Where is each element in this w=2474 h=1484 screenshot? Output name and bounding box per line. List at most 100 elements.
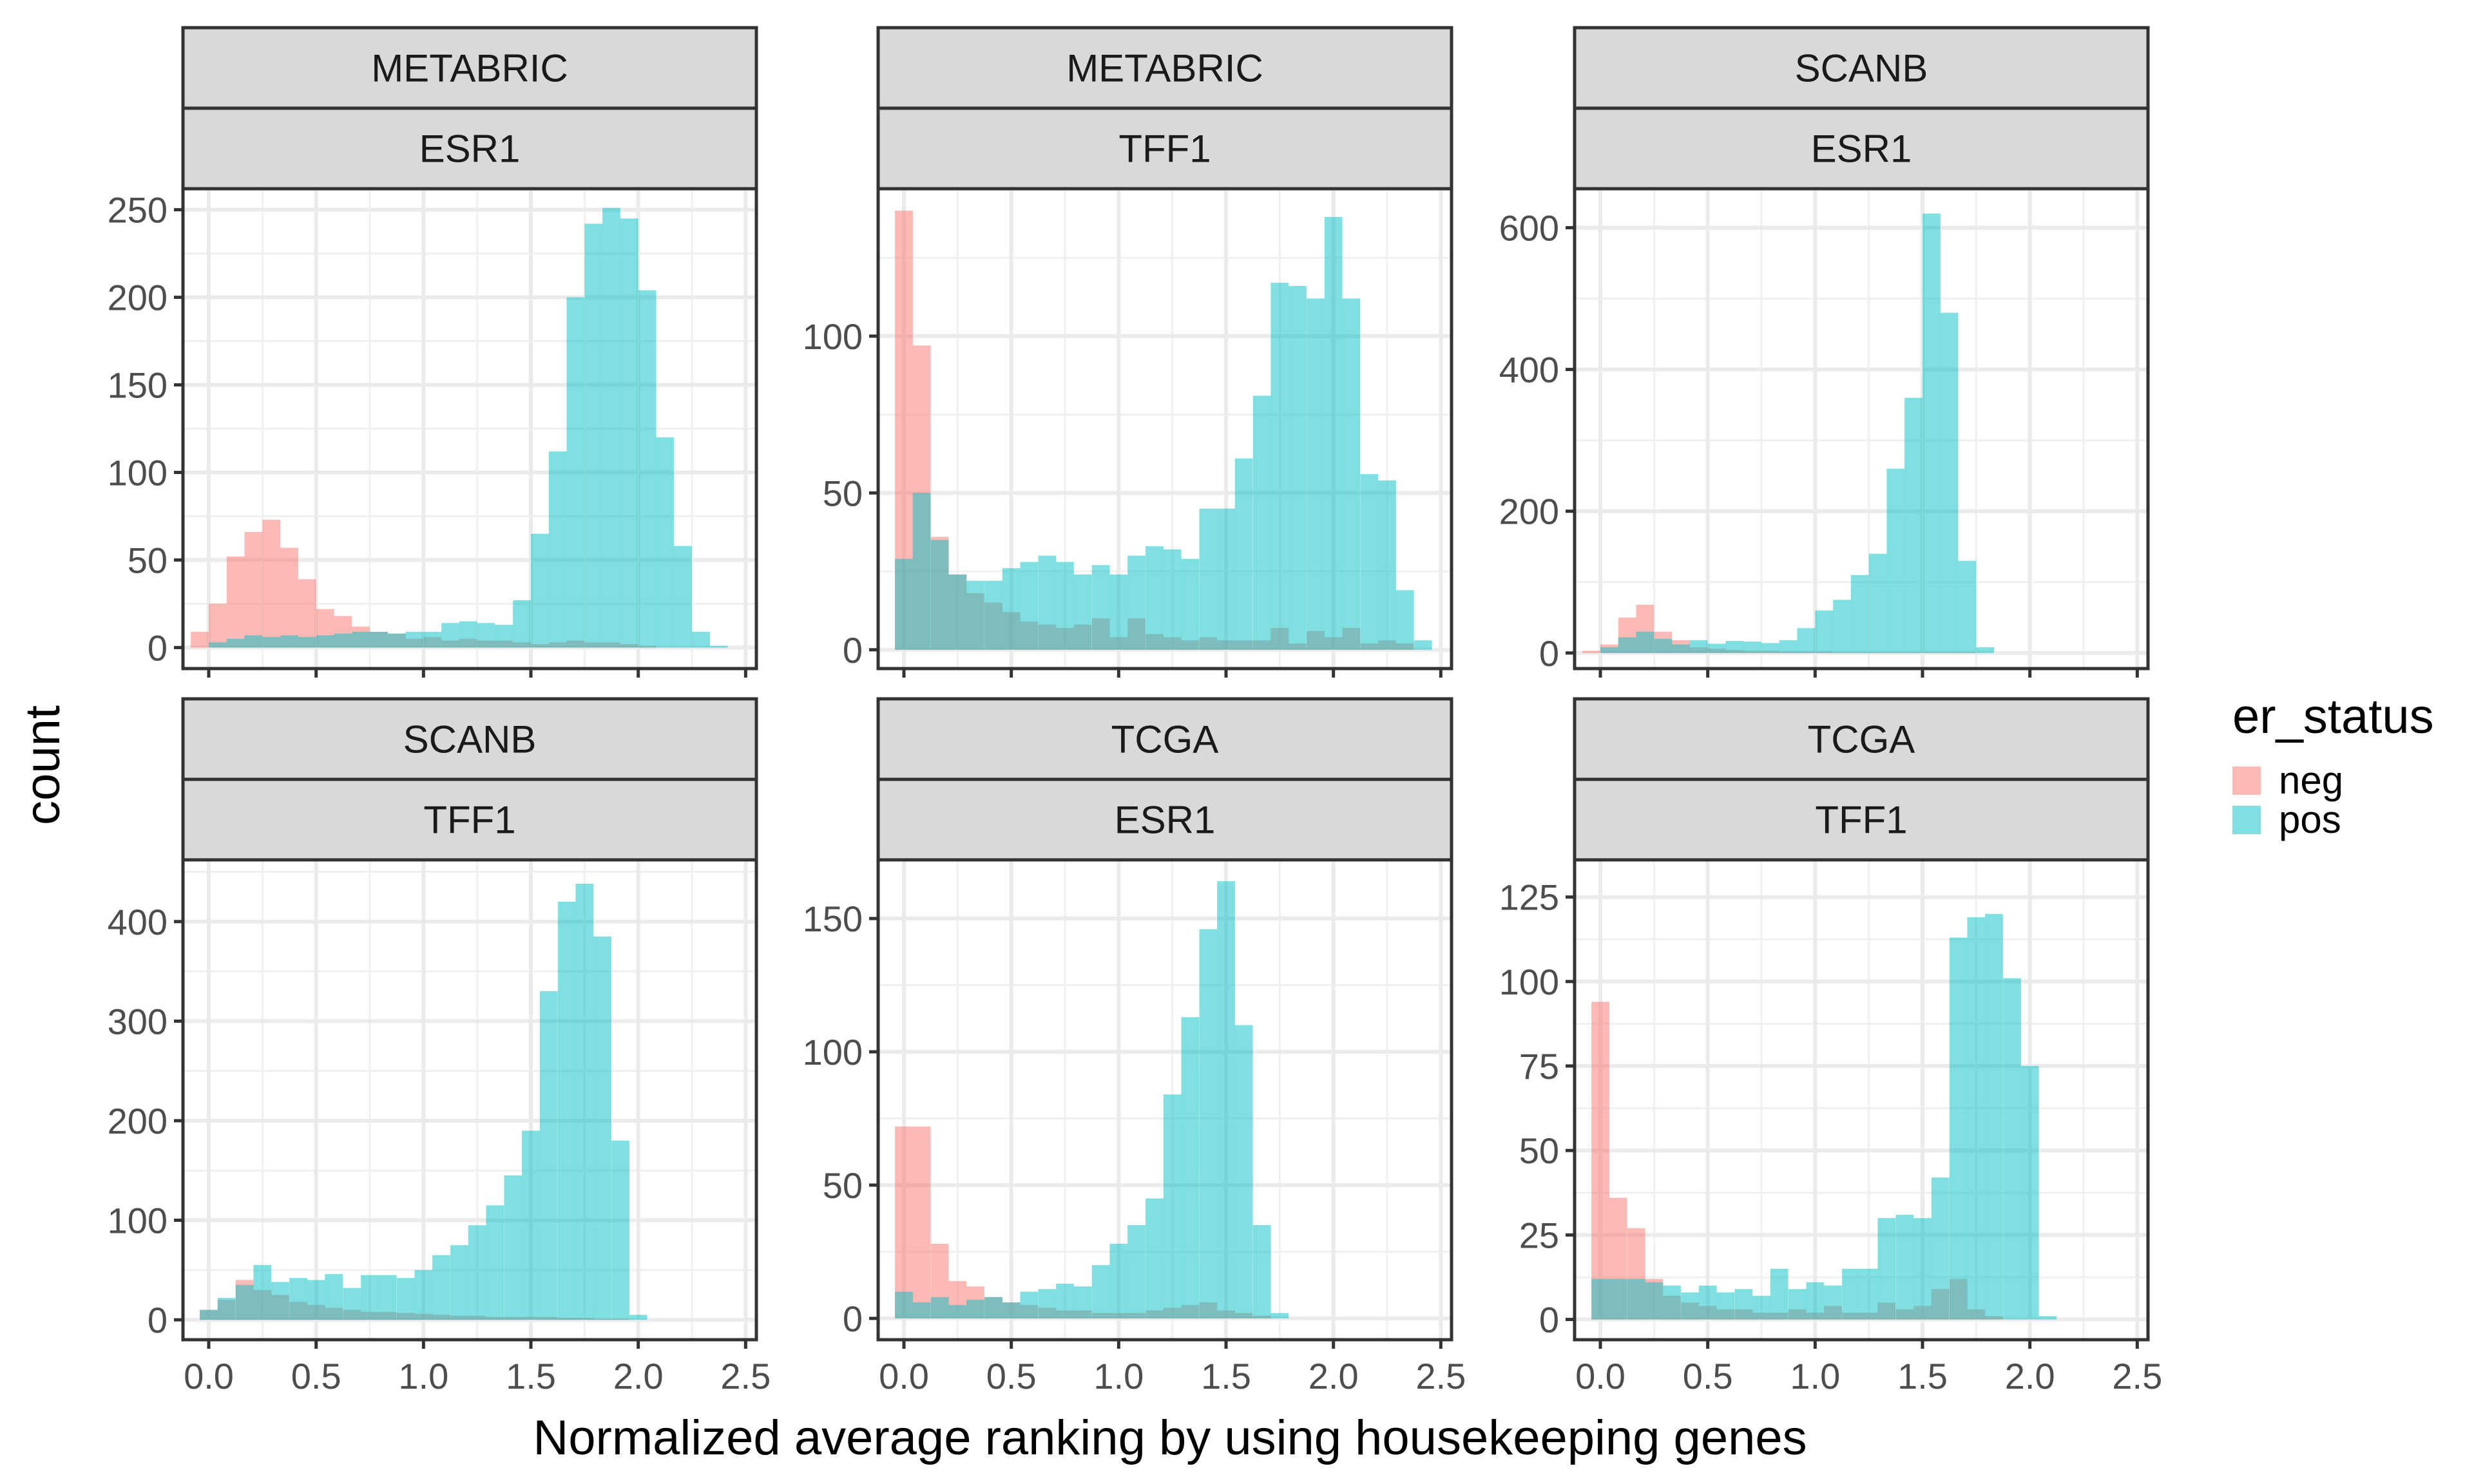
strip-label-top: TCGA	[1808, 718, 1915, 761]
bar-pos	[1002, 568, 1021, 650]
y-tick-label: 250	[108, 190, 168, 231]
panel-scanb-esr1: SCANB ESR1 0 200 400 600	[1499, 26, 2150, 678]
bar-pos	[1707, 643, 1726, 653]
strip-top-tcga-tff1	[1573, 697, 2150, 781]
legend-item-neg: neg	[2232, 759, 2343, 802]
bar-pos	[343, 1288, 361, 1320]
bar-pos	[1859, 1268, 1878, 1320]
bar-pos	[1716, 1292, 1735, 1320]
bar-pos	[1127, 555, 1146, 650]
bar-pos	[441, 623, 459, 648]
strip-label-bottom: TFF1	[423, 799, 515, 842]
bar-pos	[307, 1280, 325, 1320]
x-tick-label: 1.0	[1790, 1356, 1840, 1396]
y-tick-label: 0	[1539, 633, 1559, 674]
strip-bottom-metabric-esr1	[181, 106, 758, 191]
facet-panels: METABRICESR1050100150200250METABRICTFF10…	[108, 26, 2162, 1396]
bar-pos	[566, 297, 585, 648]
bar-pos	[1752, 1295, 1770, 1320]
bar-pos	[966, 1299, 984, 1318]
bar-neg	[191, 631, 209, 648]
bar-pos	[1395, 590, 1414, 650]
bar-neg	[895, 1126, 913, 1318]
x-axis-title: Normalized average ranking by using hous…	[533, 1411, 1807, 1465]
strip-label-bottom: ESR1	[419, 128, 521, 171]
bar-neg	[298, 579, 316, 648]
bar-pos	[593, 937, 611, 1320]
y-tick-label: 100	[803, 316, 863, 357]
bar-pos	[361, 1275, 379, 1320]
bar-pos	[1886, 468, 1905, 653]
strip-label-top: TCGA	[1111, 718, 1219, 761]
bar-pos	[325, 1273, 343, 1320]
strip-top-tcga-esr1	[876, 697, 1453, 781]
bar-pos	[912, 1302, 931, 1318]
bar-neg	[280, 547, 298, 648]
bar-pos	[1289, 285, 1307, 650]
bar-pos	[226, 638, 245, 648]
bar-pos	[1868, 553, 1887, 653]
bar-pos	[1627, 1279, 1645, 1320]
bar-pos	[1038, 1289, 1057, 1318]
strip-bottom-scanb-tff1	[181, 777, 758, 862]
panel-border	[181, 858, 758, 1342]
bar-pos	[1877, 1218, 1896, 1320]
strip-label-bottom: ESR1	[1115, 799, 1216, 842]
y-tick-label: 200	[1499, 491, 1559, 532]
bar-pos	[1949, 937, 1968, 1320]
bar-pos	[522, 1130, 540, 1320]
bar-pos	[1146, 546, 1164, 650]
bar-pos	[1234, 1025, 1253, 1318]
x-tick-label: 0.0	[184, 1356, 234, 1396]
x-tick-label: 1.5	[506, 1356, 556, 1396]
bar-neg	[209, 604, 227, 648]
bar-pos	[1681, 1292, 1699, 1320]
strip-label-top: METABRIC	[1066, 47, 1263, 90]
x-tick-label: 0.5	[291, 1356, 341, 1396]
bar-pos	[930, 540, 949, 650]
bar-pos	[316, 635, 334, 648]
strip-label-bottom: TFF1	[1118, 128, 1211, 171]
bar-neg	[226, 556, 245, 648]
strip-bottom-tcga-tff1	[1573, 777, 2150, 862]
y-tick-label: 100	[803, 1032, 863, 1072]
bar-pos	[1663, 1286, 1681, 1320]
x-tick-label: 1.5	[1201, 1356, 1251, 1396]
bar-pos	[504, 1175, 523, 1320]
bar-pos	[1181, 558, 1200, 650]
bar-pos	[557, 901, 576, 1320]
legend-key-neg	[2232, 766, 2261, 795]
bar-pos	[692, 631, 710, 648]
bar-pos	[1324, 216, 1343, 650]
legend: er_status neg pos	[2232, 689, 2434, 841]
strip-top-scanb-esr1	[1573, 26, 2150, 110]
y-tick-label: 0	[843, 630, 863, 671]
x-tick-label: 2.5	[2112, 1356, 2162, 1396]
strip-label-bottom: TFF1	[1815, 799, 1907, 842]
bar-pos	[1020, 562, 1039, 650]
bar-pos	[1618, 637, 1636, 653]
bar-pos	[1815, 610, 1834, 653]
bar-pos	[1146, 1198, 1164, 1318]
bar-pos	[262, 637, 281, 648]
bar-pos	[1824, 1286, 1842, 1320]
bar-pos	[930, 1297, 949, 1318]
panel-border	[1573, 858, 2150, 1342]
bar-pos	[2003, 978, 2021, 1320]
legend-item-pos: pos	[2232, 798, 2341, 841]
bar-pos	[235, 1284, 254, 1320]
bar-pos	[459, 621, 477, 648]
y-tick-label: 600	[1499, 208, 1559, 249]
bar-neg	[244, 531, 263, 648]
x-tick-label: 0.0	[1575, 1356, 1625, 1396]
bar-pos	[1958, 560, 1977, 653]
bar-pos	[1636, 631, 1654, 653]
bar-pos	[895, 558, 913, 650]
x-tick-label: 2.0	[1309, 1356, 1359, 1396]
strip-bottom-tcga-esr1	[876, 777, 1453, 862]
bar-pos	[709, 645, 728, 648]
bar-pos	[1073, 1286, 1092, 1318]
bar-pos	[629, 1315, 647, 1320]
bar-pos	[280, 635, 298, 648]
